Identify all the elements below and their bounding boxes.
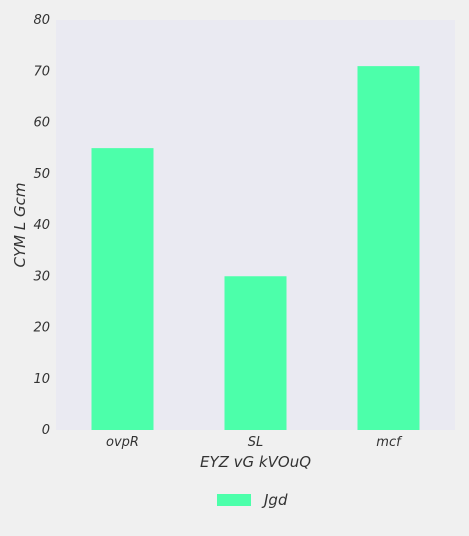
bar bbox=[357, 66, 420, 430]
bar bbox=[224, 276, 287, 430]
x-axis-label: EYZ vG kVOuQ bbox=[200, 453, 311, 471]
y-tick-label: 20 bbox=[33, 321, 50, 336]
y-tick-label: 10 bbox=[33, 372, 50, 387]
y-tick-label: 80 bbox=[33, 13, 50, 28]
y-tick-label: 40 bbox=[33, 218, 50, 233]
x-tick-label: mcf bbox=[376, 435, 403, 450]
y-tick-label: 60 bbox=[33, 116, 50, 131]
y-tick-label: 70 bbox=[33, 64, 50, 79]
x-tick-label: SL bbox=[248, 435, 264, 450]
legend-swatch bbox=[217, 494, 251, 506]
y-axis-label: CYM L Gcm bbox=[11, 183, 29, 268]
x-tick-label: ovpR bbox=[106, 435, 139, 450]
bar bbox=[91, 148, 154, 430]
y-axis-ticks: 0 10 20 30 40 50 60 70 80 bbox=[33, 13, 50, 438]
x-axis-ticks: ovpR SL mcf bbox=[106, 435, 403, 450]
y-tick-label: 30 bbox=[33, 269, 50, 284]
bars bbox=[91, 66, 420, 430]
legend: Jgd bbox=[217, 491, 288, 509]
legend-label: Jgd bbox=[261, 491, 288, 509]
y-tick-label: 0 bbox=[42, 423, 50, 438]
y-tick-label: 50 bbox=[33, 167, 50, 182]
